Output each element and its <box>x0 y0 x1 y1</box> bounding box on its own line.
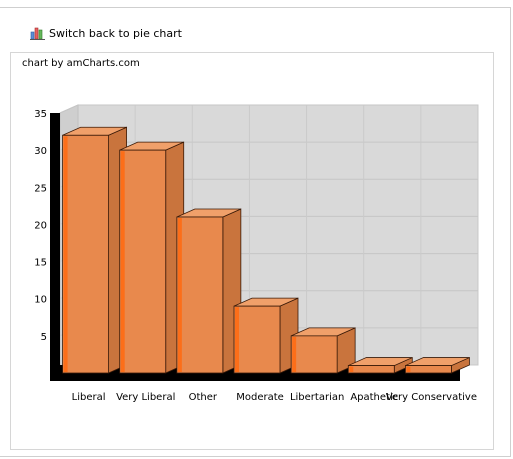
y-tick-label: 35 <box>34 109 47 120</box>
bar <box>233 297 299 374</box>
bar-front <box>290 335 338 374</box>
y-tick-label: 25 <box>34 183 47 194</box>
bar-highlight <box>235 307 239 372</box>
switch-to-pie-chart-button[interactable]: Switch back to pie chart <box>30 25 182 41</box>
x-tick-label: Liberal <box>72 392 106 403</box>
x-tick-label: Very Conservative <box>386 392 477 403</box>
y-gridline-side <box>59 104 79 114</box>
bar <box>347 356 413 374</box>
bar <box>119 141 185 374</box>
bar <box>176 208 242 374</box>
y-axis-bar <box>50 113 60 381</box>
x-tick-label: Moderate <box>236 392 284 403</box>
bar-highlight <box>63 136 68 372</box>
x-tick-label: Very Liberal <box>116 392 175 403</box>
bar-highlight <box>349 366 354 372</box>
y-tick-label: 5 <box>41 332 47 343</box>
y-tick-label: 10 <box>34 295 47 306</box>
bar-front <box>233 305 281 374</box>
bar-front <box>176 216 224 374</box>
y-tick-label: 20 <box>34 220 47 231</box>
bar-highlight <box>406 366 411 372</box>
chart-container <box>0 7 511 457</box>
chart-credit[interactable]: chart by amCharts.com <box>22 58 140 69</box>
bar-front <box>405 365 452 374</box>
y-tick-label: 30 <box>34 146 47 157</box>
bar <box>290 327 356 374</box>
bar-highlight <box>292 336 297 372</box>
x-tick-label: Other <box>189 392 218 403</box>
bar-front <box>347 365 395 374</box>
bar-highlight <box>177 218 182 372</box>
switch-to-pie-chart-label: Switch back to pie chart <box>49 26 182 40</box>
bar-front <box>62 134 109 374</box>
bar <box>62 126 127 374</box>
x-tick-label: Libertarian <box>290 392 344 403</box>
bar-chart-icon <box>30 27 45 40</box>
y-tick-label: 15 <box>34 258 47 269</box>
bar-highlight <box>120 151 125 372</box>
bar-front <box>119 149 167 374</box>
x-tick-label: Apathetic <box>350 392 398 403</box>
bar <box>405 356 470 374</box>
